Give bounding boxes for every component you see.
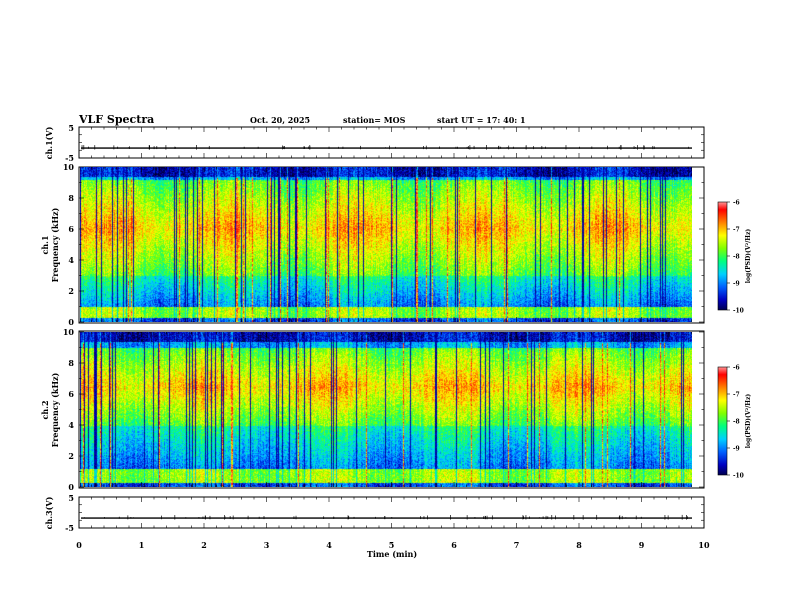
x-tick-label: 6 (451, 540, 457, 550)
x-tick-label: 9 (639, 540, 645, 550)
waveform-ch3-trace (79, 496, 704, 529)
y-tick-label: 2 (68, 286, 74, 296)
x-tick-label: 10 (698, 540, 710, 550)
y-tick-label: 2 (68, 451, 74, 461)
y-tick-label: 10 (63, 327, 75, 337)
x-tick-label: 7 (514, 540, 520, 550)
colorbar-ch1-label: log(PSD)(V²/Hz) (745, 229, 752, 284)
waveform-ch1-trace (79, 126, 704, 159)
colorbar-tick-label: -10 (733, 473, 744, 480)
colorbar-tick-label: -8 (733, 419, 740, 426)
y-tick-label: 8 (68, 193, 74, 203)
waveform-ch3-ytick-bottom: -5 (65, 523, 74, 533)
waveform-ch1-ylabel: ch.1(V) (44, 126, 54, 159)
y-tick-label: 10 (63, 162, 75, 172)
y-tick-label: 4 (68, 420, 74, 430)
waveform-ch1-ytick-bottom: -5 (65, 153, 74, 163)
x-tick-label: 5 (389, 540, 395, 550)
y-tick-label: 6 (68, 389, 74, 399)
spectrogram-ch1-panel: 0 2 4 6 8 10 ch.1 Frequency (kHz) (40, 162, 705, 327)
x-tick-label: 4 (326, 540, 332, 550)
spectrogram-ch2-ylabel-channel: ch.2 (40, 400, 50, 419)
colorbar-tick-label: -7 (733, 392, 740, 399)
colorbar-ch1-gradient (718, 202, 727, 310)
colorbar-ch2: -6 -7 -8 -9 -10 log(PSD)(V²/Hz) (717, 365, 752, 480)
header-station: station= MOS (343, 115, 406, 125)
colorbar-tick-label: -7 (733, 227, 740, 234)
spectrogram-ch2-yticks: 0 2 4 6 8 10 (63, 327, 704, 492)
colorbar-ch1: -6 -7 -8 -9 -10 log(PSD)(V²/Hz) (717, 200, 752, 315)
waveform-ch1-panel: 5 -5 ch.1(V) (44, 123, 705, 163)
waveform-ch3-ytick-top: 5 (68, 493, 74, 503)
header-date: Oct. 20, 2025 (250, 115, 310, 125)
x-tick-label: 0 (76, 540, 82, 550)
colorbar-ch2-ticks: -6 -7 -8 -9 -10 (727, 365, 744, 480)
colorbar-tick-label: -9 (733, 446, 740, 453)
y-tick-label: 0 (68, 317, 74, 327)
spectrogram-ch1-image (80, 167, 692, 322)
colorbar-tick-label: -9 (733, 281, 740, 288)
colorbar-ch1-ticks: -6 -7 -8 -9 -10 (727, 200, 744, 315)
spectrogram-ch1-ylabel-channel: ch.1 (40, 235, 50, 254)
spectrogram-ch2-ylabel-frequency: Frequency (kHz) (50, 372, 60, 447)
figure-title: VLF Spectra (78, 113, 154, 126)
x-tick-label: 1 (139, 540, 145, 550)
colorbar-tick-label: -6 (733, 365, 740, 372)
spectrogram-ch2-image (80, 332, 692, 487)
y-tick-label: 8 (68, 358, 74, 368)
waveform-ch1-ytick-top: 5 (68, 123, 74, 133)
colorbar-ch2-label: log(PSD)(V²/Hz) (745, 394, 752, 449)
x-tick-label: 3 (264, 540, 270, 550)
colorbar-ch2-gradient (718, 367, 727, 475)
x-tick-label: 8 (576, 540, 582, 550)
x-tick-label: 2 (201, 540, 207, 550)
colorbar-tick-label: -10 (733, 308, 744, 315)
y-tick-label: 0 (68, 482, 74, 492)
colorbar-tick-label: -6 (733, 200, 740, 207)
time-axis-label: Time (min) (367, 549, 417, 559)
time-axis-ticks: 0 1 2 3 4 5 6 7 8 9 10 (76, 127, 710, 550)
waveform-ch3-panel: 5 -5 ch.3(V) (44, 493, 705, 533)
spectrogram-ch1-ylabel-frequency: Frequency (kHz) (50, 207, 60, 282)
header-start-time: start UT = 17: 40: 1 (437, 115, 526, 125)
colorbar-tick-label: -8 (733, 254, 740, 261)
y-tick-label: 4 (68, 255, 74, 265)
spectrogram-ch1-yticks: 0 2 4 6 8 10 (63, 162, 704, 327)
waveform-ch3-ylabel: ch.3(V) (44, 496, 54, 529)
spectrogram-ch2-panel: 0 2 4 6 8 10 ch.2 Frequency (kHz) (40, 327, 705, 492)
y-tick-label: 6 (68, 224, 74, 234)
